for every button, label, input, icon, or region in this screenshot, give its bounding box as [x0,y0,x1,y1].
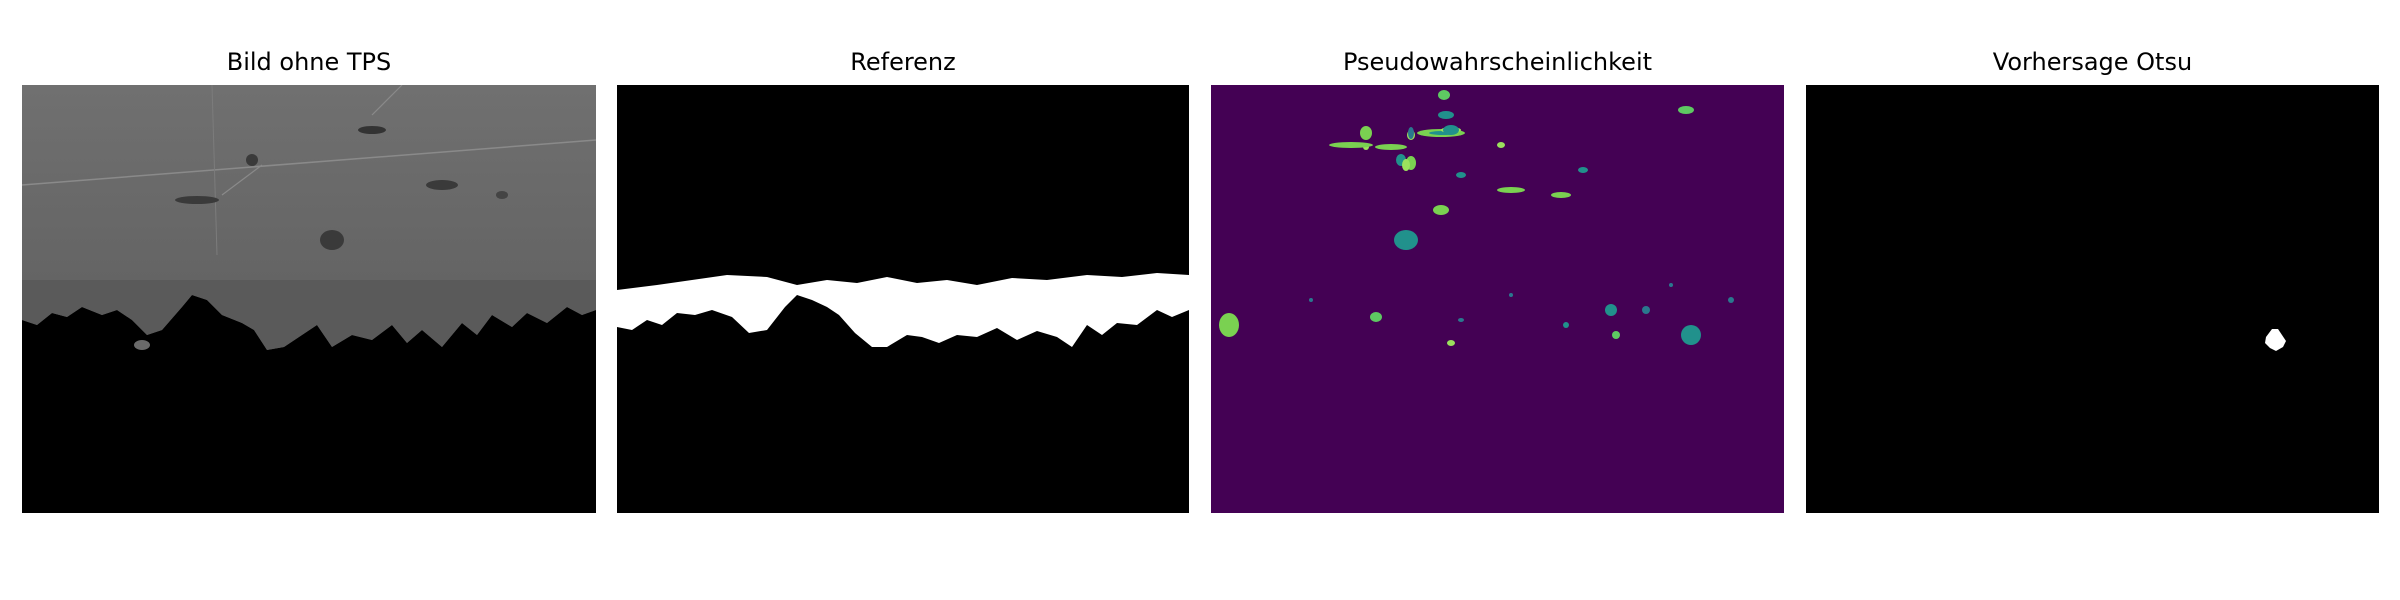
panel-title: Referenz [850,48,956,76]
panel-title: Vorhersage Otsu [1992,48,2193,76]
micrograph-image [22,85,596,513]
panel-title: Bild ohne TPS [226,48,392,76]
otsu-prediction-image [1806,85,2379,513]
reference-mask-image [617,85,1189,513]
probability-map-image [1211,85,1784,513]
panel-title: Pseudowahrscheinlichkeit [1342,48,1653,76]
